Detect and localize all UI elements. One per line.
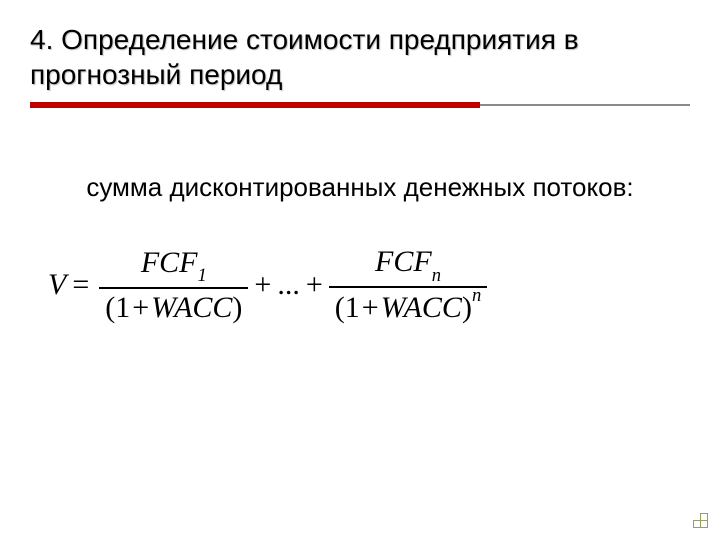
den-open: (1 <box>335 291 360 324</box>
corner-square <box>700 520 708 528</box>
slide: 4. Определение стоимости предприятия в п… <box>0 0 720 540</box>
den-close: ) <box>462 291 472 324</box>
body-text: сумма дисконтированных денежных потоков: <box>30 170 690 205</box>
underline-thin <box>480 104 690 106</box>
wacc-symbol: WACC <box>151 291 232 324</box>
fcf-symbol: FCF <box>375 245 432 278</box>
title-underline <box>30 102 690 108</box>
subscript-n: n <box>432 265 441 286</box>
plus-sign: + <box>304 268 325 302</box>
ellipsis: ... <box>273 268 304 302</box>
term1-denominator: (1+WACC) <box>99 287 248 325</box>
subscript-1: 1 <box>198 265 207 286</box>
plus-sign: + <box>252 268 273 302</box>
formula-term-1: FCF1 (1+WACC) <box>95 246 252 325</box>
formula-term-n: FCFn (1+WACC)n <box>325 245 491 325</box>
title-block: 4. Определение стоимости предприятия в п… <box>30 22 690 108</box>
plus-sign: + <box>360 291 381 324</box>
plus-sign: + <box>130 291 151 324</box>
underline-thick <box>30 102 480 108</box>
termn-numerator: FCFn <box>357 245 459 286</box>
corner-square <box>700 513 708 521</box>
den-open: (1 <box>105 291 130 324</box>
den-close: ) <box>232 291 242 324</box>
formula-lhs: V <box>48 268 66 302</box>
term1-numerator: FCF1 <box>123 246 225 287</box>
termn-denominator: (1+WACC)n <box>329 286 487 325</box>
superscript-n: n <box>472 285 481 306</box>
corner-square <box>693 520 701 528</box>
equals-sign: = <box>66 268 95 302</box>
wacc-symbol: WACC <box>381 291 462 324</box>
fcf-symbol: FCF <box>141 246 198 279</box>
dcf-formula: V = FCF1 (1+WACC) + ... + FCFn (1+WACC)n <box>30 245 690 325</box>
corner-decoration-icon <box>690 510 708 528</box>
slide-title: 4. Определение стоимости предприятия в п… <box>30 22 690 92</box>
